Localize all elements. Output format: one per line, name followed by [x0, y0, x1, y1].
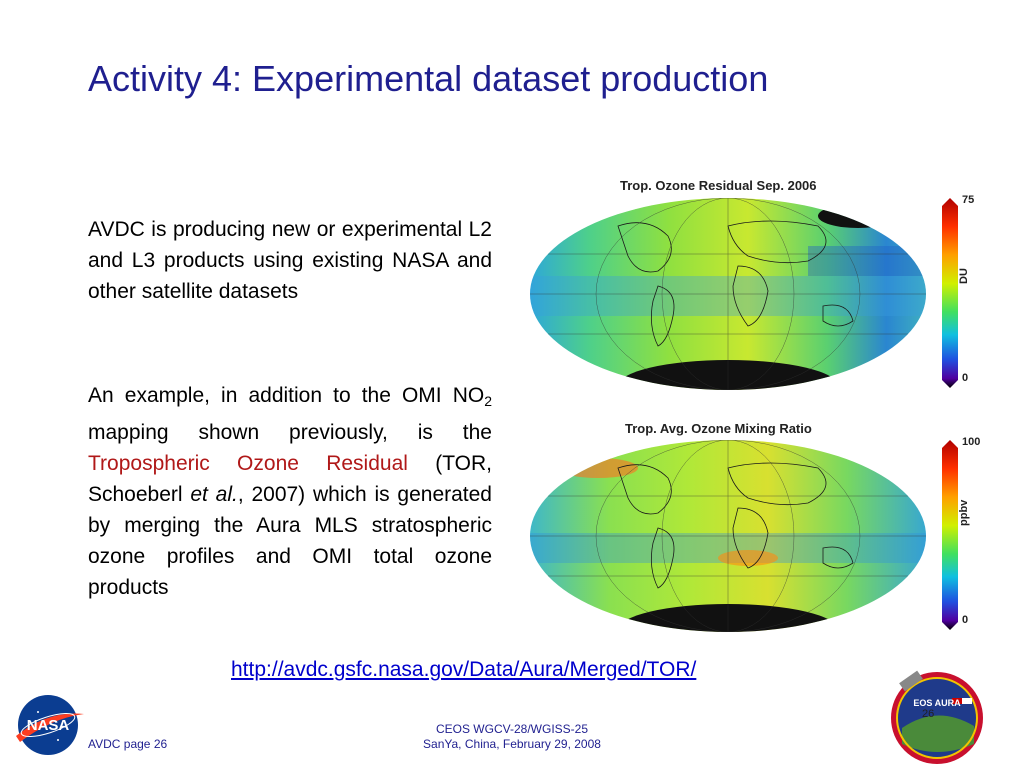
colorbar-min-label: 0 [962, 614, 969, 626]
footer-location-date: SanYa, China, February 29, 2008 [423, 737, 601, 751]
colorbar-unit-label: DU [958, 268, 970, 284]
slide-title: Activity 4: Experimental dataset product… [88, 58, 769, 99]
footer-center: CEOS WGCV-28/WGISS-25 SanYa, China, Febr… [380, 722, 644, 752]
colorbar-unit-label: ppbv [958, 499, 970, 526]
nasa-logo: NASA [16, 695, 84, 755]
footer-meeting: CEOS WGCV-28/WGISS-25 [435, 722, 589, 736]
text-segment: , 2007) which is generated by merging th… [88, 483, 492, 599]
text-segment: mapping shown previously, is the [88, 421, 492, 444]
italic-et-al: et al. [190, 483, 238, 506]
colorbar-max-label: 100 [962, 436, 981, 448]
tor-data-link[interactable]: http://avdc.gsfc.nasa.gov/Data/Aura/Merg… [231, 658, 697, 681]
map-title: Trop. Avg. Ozone Mixing Ratio [625, 421, 812, 436]
page-number: 26 [922, 708, 935, 720]
footer-left: AVDC page 26 [88, 737, 168, 751]
eos-aura-logo: EOS AURA [891, 670, 983, 764]
subscript-2: 2 [484, 393, 492, 409]
text-segment: (TOR, Schoeberl [88, 452, 492, 506]
paragraph-avdc-products: AVDC is producing new or experimental L2… [88, 218, 492, 303]
map-title: Trop. Ozone Residual Sep. 2006 [620, 178, 817, 193]
highlight-tor: Tropospheric Ozone Residual [88, 452, 408, 475]
world-map-image [530, 440, 926, 632]
ozone-mixing-ratio-map: Trop. Avg. Ozone Mixing Ratio [528, 418, 993, 634]
colorbar [942, 440, 958, 630]
nasa-logo-text: NASA [27, 717, 70, 734]
aura-logo-text: EOS AURA [913, 698, 961, 708]
text-segment: An example, in addition to the OMI NO [88, 384, 485, 407]
colorbar [942, 198, 958, 388]
colorbar-max-label: 75 [962, 194, 975, 206]
colorbar-min-label: 0 [962, 372, 969, 384]
ozone-residual-map: Trop. Ozone Residual Sep. 2006 [528, 176, 993, 392]
world-map-image [530, 198, 926, 390]
paragraph-tor-example: An example, in addition to the OMI NO2 m… [88, 380, 492, 603]
